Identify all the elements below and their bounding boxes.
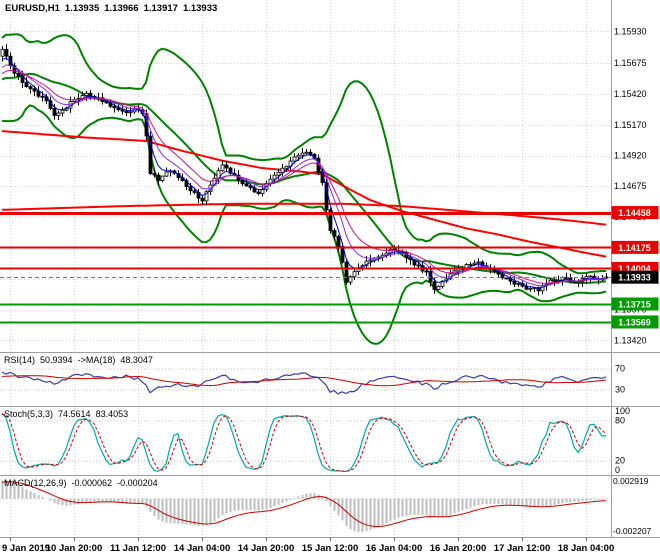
price-badges: 1.14458 1.14175 1.14004 1.13715 1.13569 1.139… — [611, 206, 659, 329]
symbol-timeframe-label: EURUSD,H1 — [5, 3, 60, 14]
svg-text:0: 0 — [615, 465, 620, 475]
svg-text:70: 70 — [615, 364, 625, 374]
rsi-ma-value: 48.3047 — [120, 355, 153, 365]
svg-text:14 Jan 20:00: 14 Jan 20:00 — [238, 543, 295, 554]
price-badge: 1.14458 — [611, 206, 659, 220]
stoch-name: Stoch(5,3,3) — [4, 409, 54, 419]
svg-text:16 Jan 04:00: 16 Jan 04:00 — [366, 543, 423, 554]
svg-text:1.13420: 1.13420 — [614, 335, 647, 345]
chart-title-ohlc: EURUSD,H1 1.13935 1.13966 1.13917 1.13933 — [5, 3, 222, 14]
svg-text:10 Jan 20:00: 10 Jan 20:00 — [46, 543, 103, 554]
stoch-k-value: 74.5614 — [58, 409, 91, 419]
svg-text:30: 30 — [615, 384, 625, 394]
candlesticks — [0, 44, 609, 296]
close-value: 1.13933 — [182, 3, 218, 14]
svg-text:1.15170: 1.15170 — [614, 120, 647, 130]
svg-text:1.14458: 1.14458 — [618, 208, 651, 218]
svg-text:1.14675: 1.14675 — [614, 181, 647, 191]
macd-signal-value: -0.000204 — [117, 478, 158, 488]
svg-text:0.002919: 0.002919 — [613, 476, 649, 486]
svg-text:9 Jan 2019: 9 Jan 2019 — [2, 543, 50, 554]
svg-text:1.14004: 1.14004 — [618, 264, 651, 274]
price-badge: 1.13933 — [611, 270, 659, 284]
price-badge: 1.13715 — [611, 297, 659, 311]
svg-text:16 Jan 20:00: 16 Jan 20:00 — [430, 543, 487, 554]
macd-indicator-label: MACD(12,26,9) -0.000062 -0.000204 — [4, 478, 163, 488]
svg-text:80: 80 — [615, 415, 625, 425]
stoch-indicator-label: Stoch(5,3,3) 74.5614 83.4053 — [4, 409, 133, 419]
panel-separators — [0, 0, 660, 538]
bollinger-bands — [1, 33, 607, 345]
svg-text:100: 100 — [615, 406, 630, 416]
open-value: 1.13935 — [64, 3, 100, 14]
fast-moving-averages — [1, 57, 607, 290]
svg-text:11 Jan 12:00: 11 Jan 12:00 — [110, 543, 166, 554]
rsi-name: RSI(14) — [4, 355, 36, 365]
stoch-d-value: 83.4053 — [95, 409, 129, 419]
trend-moving-averages — [1, 130, 607, 258]
high-value: 1.13966 — [104, 3, 139, 14]
rsi-indicator-label: RSI(14) 50.9394 ->MA(18) 48.3047 — [4, 355, 158, 365]
macd-name: MACD(12,26,9) — [4, 478, 67, 488]
svg-text:1.15675: 1.15675 — [614, 58, 647, 68]
svg-text:1.15930: 1.15930 — [614, 26, 647, 36]
svg-text:1.14920: 1.14920 — [614, 151, 647, 161]
rsi-value: 50.9394 — [40, 355, 73, 365]
svg-text:1.13933: 1.13933 — [618, 273, 651, 283]
low-value: 1.13917 — [143, 3, 178, 14]
svg-text:18 Jan 04:00: 18 Jan 04:00 — [558, 543, 615, 554]
macd-value: -0.000062 — [71, 478, 113, 488]
svg-text:1.15420: 1.15420 — [614, 89, 647, 99]
svg-text:1.14175: 1.14175 — [618, 243, 651, 253]
svg-text:17 Jan 12:00: 17 Jan 12:00 — [494, 543, 551, 554]
rsi-ma-name: ->MA(18) — [77, 355, 116, 365]
price-badge: 1.13569 — [611, 315, 659, 329]
support-resistance-lines — [0, 212, 612, 324]
price-badge: 1.14175 — [611, 240, 659, 254]
svg-text:-0.002207: -0.002207 — [613, 526, 652, 536]
price-axis[interactable]: 1.15930 1.15675 1.15420 1.15170 1.14920 1.146… — [614, 26, 647, 345]
svg-text:1.13569: 1.13569 — [618, 317, 651, 327]
svg-text:15 Jan 12:00: 15 Jan 12:00 — [302, 543, 359, 554]
svg-text:1.13715: 1.13715 — [618, 300, 651, 310]
macd-panel: 0.002919 -0.002207 — [0, 476, 652, 536]
svg-text:20: 20 — [615, 456, 625, 466]
rsi-panel: 70 30 — [0, 364, 625, 395]
svg-text:14 Jan 04:00: 14 Jan 04:00 — [174, 543, 231, 554]
